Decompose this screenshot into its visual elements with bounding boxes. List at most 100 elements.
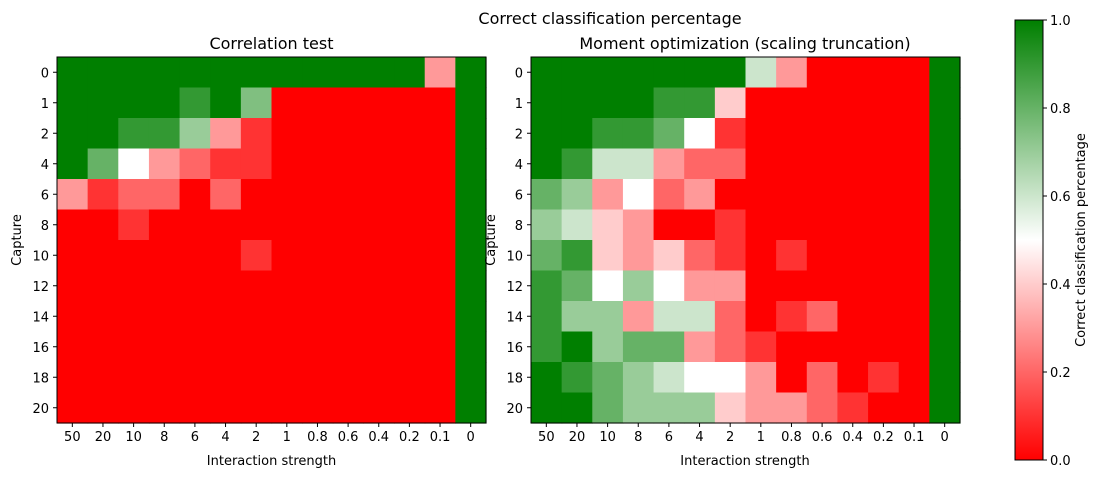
y-tick-label: 20 [32,402,49,417]
heatmap-cell [837,392,869,424]
heatmap-cell [87,118,119,150]
heatmap-cell [653,148,685,180]
heatmap-cell [684,331,716,363]
heatmap-cell [653,240,685,272]
heatmap-cell [240,270,273,302]
heatmap-cell [363,148,395,180]
heatmap-cell [837,240,869,272]
heatmap-cell [714,148,747,180]
heatmap-cell [929,209,961,241]
heatmap-cell [806,270,839,302]
heatmap-cell [363,301,395,333]
x-tick-label: 10 [125,430,142,445]
heatmap-cell [394,148,426,180]
heatmap-cell [806,331,839,363]
heatmap-cell [87,57,119,89]
heatmap-cell [714,331,747,363]
heatmap-cell [898,331,930,363]
heatmap-cell [118,179,150,211]
heatmap-cell [561,148,593,180]
x-tick-label: 50 [538,430,555,445]
heatmap-cell [898,118,930,150]
heatmap-cell [57,209,89,241]
y-tick-label: 10 [32,249,49,264]
heatmap-cell [653,270,685,302]
y-tick-label: 0 [515,66,523,81]
heatmap-cell [148,179,181,211]
heatmap-cell [898,362,930,394]
x-tick-label: 0.1 [430,430,451,445]
heatmap-cell [776,118,808,150]
heatmap-cell [424,179,456,211]
heatmap-cell [653,87,685,119]
x-tick-label: 0.2 [873,430,894,445]
heatmap-cell [118,209,150,241]
heatmap-cell [210,301,242,333]
heatmap-cell [302,331,334,363]
heatmap-cell [561,301,593,333]
heatmap-cell [394,362,426,394]
heatmap-cell [745,240,777,272]
heatmap-cell [302,148,334,180]
heatmap-cell [653,362,685,394]
heatmap-cell [806,118,839,150]
heatmap-cell [57,301,89,333]
heatmap-cell [653,57,685,89]
y-tick-label: 12 [506,280,523,295]
heatmap-cell [394,118,426,150]
y-tick-label: 20 [506,402,523,417]
heatmap-cells [531,57,961,424]
heatmap-cell [714,362,747,394]
heatmap-cell [776,270,808,302]
x-tick-label: 4 [695,430,703,445]
heatmap-cell [455,301,487,333]
heatmap-cell [394,270,426,302]
heatmap-cell [210,362,242,394]
heatmap-cell [622,331,655,363]
heatmap-cell [424,240,456,272]
heatmap-cell [561,331,593,363]
heatmap-cell [898,301,930,333]
heatmap-cell [87,331,119,363]
heatmap-cell [148,209,181,241]
heatmap-cell [148,87,181,119]
heatmap-cell [622,240,655,272]
heatmap-cell [898,392,930,424]
heatmap-cell [57,331,89,363]
heatmap-cell [332,179,365,211]
heatmap-cell [179,240,211,272]
heatmap-cell [684,240,716,272]
heatmap-cell [271,392,303,424]
heatmap-cell [929,331,961,363]
heatmap-cell [806,240,839,272]
heatmap-cell [271,118,303,150]
heatmap-cell [592,209,624,241]
heatmap-cell [271,240,303,272]
heatmap-cell [271,209,303,241]
heatmap-cell [868,87,900,119]
heatmap-cell [592,240,624,272]
x-tick-label: 0 [941,430,949,445]
heatmap-cell [592,179,624,211]
y-tick-label: 6 [515,188,523,203]
heatmap-cell [118,118,150,150]
x-tick-label: 0.6 [812,430,833,445]
heatmap-cell [271,331,303,363]
colorbar-tick-label: 0.0 [1050,454,1071,469]
heatmap-cell [363,392,395,424]
heatmap-cell [179,392,211,424]
heatmap-cell [363,209,395,241]
heatmap-cell [455,331,487,363]
heatmap-cell [118,331,150,363]
heatmap-cell [302,362,334,394]
heatmap-cell [837,362,869,394]
heatmap-cell [684,362,716,394]
heatmap-cell [531,148,563,180]
heatmap-cell [240,362,273,394]
heatmap-cell [898,270,930,302]
heatmap-cell [148,301,181,333]
heatmap-cell [806,148,839,180]
heatmap-cell [898,148,930,180]
heatmap-cell [929,87,961,119]
